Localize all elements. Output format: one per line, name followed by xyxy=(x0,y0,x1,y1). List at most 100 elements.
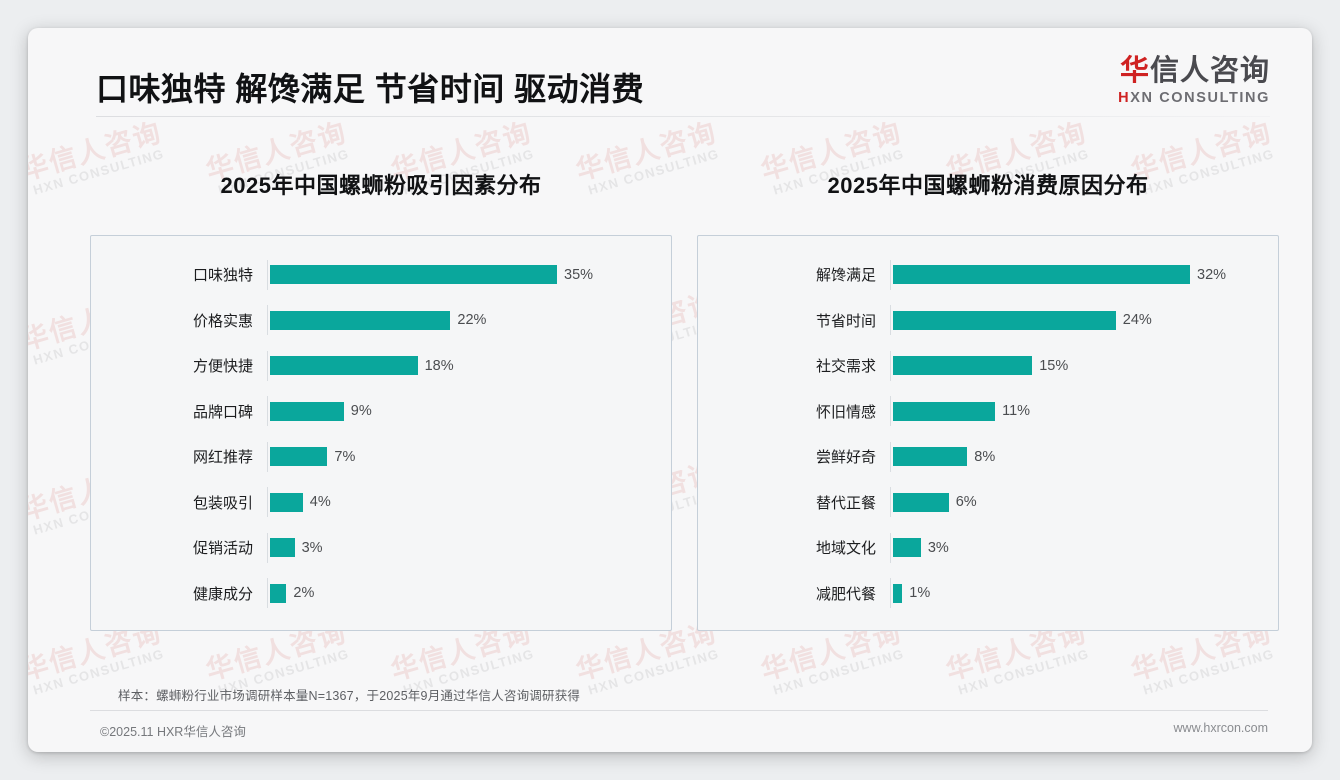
copyright-text: ©2025.11 HXR华信人咨询 xyxy=(100,725,246,739)
bar-category-label: 怀旧情感 xyxy=(815,403,876,421)
bar-segment xyxy=(270,447,328,467)
bar-track: 15% xyxy=(890,350,1278,381)
bar-track: 6% xyxy=(890,487,1278,518)
bar-segment xyxy=(270,492,303,512)
company-logo: 华信人咨询 HXN CONSULTING xyxy=(1118,55,1270,106)
chart-card-left: 口味独特 35% 价格实惠 22% 方便快捷 18% 品牌口碑 9% 网红推荐 7% 包装吸引 4% 促… xyxy=(90,235,672,631)
bar-segment xyxy=(893,265,1190,285)
bar-row: 怀旧情感 11% xyxy=(698,396,1278,427)
bar-value-label: 22% xyxy=(457,312,487,329)
bar-category-label: 口味独特 xyxy=(192,267,253,285)
bar-category-label: 社交需求 xyxy=(815,358,876,376)
slide-canvas: 华信人咨询 HXN CONSULTING 华信人咨询 HXN CONSULTING 华信… xyxy=(28,28,1312,752)
watermark-english: HXN CONSULTING xyxy=(956,646,1092,699)
bar-value-label: 15% xyxy=(1039,357,1069,374)
bar-row: 地域文化 3% xyxy=(698,532,1278,563)
bar-row: 解馋满足 32% xyxy=(698,259,1278,290)
bar-track: 32% xyxy=(890,259,1278,290)
bar-row: 品牌口碑 9% xyxy=(91,396,671,427)
bar-category-label: 节省时间 xyxy=(815,312,876,330)
bar-segment xyxy=(893,310,1116,330)
bar-track: 11% xyxy=(890,396,1278,427)
bar-segment xyxy=(893,401,996,421)
chart-panel-consumption-reasons: 2025年中国螺蛳粉消费原因分布 解馋满足 32% 节省时间 24% 社交需求 15% 怀旧… xyxy=(697,168,1279,631)
bar-category-label: 品牌口碑 xyxy=(192,403,253,421)
bar-row: 方便快捷 18% xyxy=(91,350,671,381)
bar-track: 18% xyxy=(267,350,671,381)
slide-header: 口味独特 解馋满足 节省时间 驱动消费 华信人咨询 HXN CONSULTING xyxy=(28,28,1312,120)
bar-segment xyxy=(893,492,949,512)
bar-category-label: 尝鲜好奇 xyxy=(815,449,876,467)
bar-row: 节省时间 24% xyxy=(698,305,1278,336)
bar-segment xyxy=(270,265,557,285)
source-note: 样本：螺蛳粉行业市场调研样本量N=1367，于2025年9月通过华信人咨询调研获… xyxy=(118,689,581,703)
bar-category-label: 地域文化 xyxy=(815,540,876,558)
bar-row: 价格实惠 22% xyxy=(91,305,671,336)
bar-segment xyxy=(270,310,451,330)
bar-segment xyxy=(893,356,1033,376)
bar-segment xyxy=(270,401,344,421)
website-text[interactable]: www.hxrcon.com xyxy=(1173,721,1268,735)
bar-category-label: 价格实惠 xyxy=(192,312,253,330)
bar-track: 24% xyxy=(890,305,1278,336)
bar-category-label: 健康成分 xyxy=(192,585,253,603)
bar-category-label: 减肥代餐 xyxy=(815,585,876,603)
bar-value-label: 18% xyxy=(424,357,454,374)
watermark-english: HXN CONSULTING xyxy=(771,646,907,699)
bar-value-label: 6% xyxy=(955,494,977,511)
footer-divider xyxy=(90,710,1268,711)
bar-category-label: 网红推荐 xyxy=(192,449,253,467)
watermark-english: HXN CONSULTING xyxy=(586,646,722,699)
bar-row: 替代正餐 6% xyxy=(698,487,1278,518)
bar-category-label: 促销活动 xyxy=(192,540,253,558)
bar-row: 网红推荐 7% xyxy=(91,441,671,472)
bar-value-label: 4% xyxy=(309,494,331,511)
bar-track: 1% xyxy=(890,578,1278,609)
bar-row: 健康成分 2% xyxy=(91,578,671,609)
logo-english-text: HXN CONSULTING xyxy=(1118,90,1270,106)
bar-value-label: 24% xyxy=(1122,312,1152,329)
bar-category-label: 解馋满足 xyxy=(815,267,876,285)
bar-category-label: 替代正餐 xyxy=(815,494,876,512)
bar-track: 4% xyxy=(267,487,671,518)
bar-segment xyxy=(270,356,418,376)
bar-row: 促销活动 3% xyxy=(91,532,671,563)
bar-segment xyxy=(893,447,968,467)
logo-h-letter: H xyxy=(1118,89,1131,106)
bar-value-label: 1% xyxy=(909,585,931,602)
bar-track: 9% xyxy=(267,396,671,427)
bar-track: 8% xyxy=(890,441,1278,472)
bar-value-label: 3% xyxy=(927,539,949,556)
bar-value-label: 8% xyxy=(974,448,996,465)
bar-track: 3% xyxy=(890,532,1278,563)
bar-row: 减肥代餐 1% xyxy=(698,578,1278,609)
bar-row: 包装吸引 4% xyxy=(91,487,671,518)
slide-footer: ©2025.11 HXR华信人咨询 www.hxrcon.com xyxy=(28,712,1312,752)
logo-chinese-text: 华信人咨询 xyxy=(1118,55,1270,88)
bar-row: 社交需求 15% xyxy=(698,350,1278,381)
bar-category-label: 包装吸引 xyxy=(192,494,253,512)
bar-value-label: 11% xyxy=(1002,403,1031,420)
page-title: 口味独特 解馋满足 节省时间 驱动消费 xyxy=(96,71,645,107)
bar-track: 7% xyxy=(267,441,671,472)
bar-value-label: 32% xyxy=(1197,266,1227,283)
bar-segment xyxy=(270,583,287,603)
chart-title-left: 2025年中国螺蛳粉吸引因素分布 xyxy=(220,173,542,198)
bar-value-label: 7% xyxy=(334,448,356,465)
chart-card-right: 解馋满足 32% 节省时间 24% 社交需求 15% 怀旧情感 11% 尝鲜好奇 8% 替代正餐 6%… xyxy=(697,235,1279,631)
bar-track: 3% xyxy=(267,532,671,563)
chart-panel-attraction-factors: 2025年中国螺蛳粉吸引因素分布 口味独特 35% 价格实惠 22% 方便快捷 18% 品牌… xyxy=(90,168,672,631)
bar-plot-right: 解馋满足 32% 节省时间 24% 社交需求 15% 怀旧情感 11% 尝鲜好奇 8% 替代正餐 6%… xyxy=(698,236,1278,630)
header-divider xyxy=(96,116,1270,117)
bar-row: 口味独特 35% xyxy=(91,259,671,290)
bar-row: 尝鲜好奇 8% xyxy=(698,441,1278,472)
bar-plot-left: 口味独特 35% 价格实惠 22% 方便快捷 18% 品牌口碑 9% 网红推荐 7% 包装吸引 4% 促… xyxy=(91,236,671,630)
bar-track: 2% xyxy=(267,578,671,609)
watermark-english: HXN CONSULTING xyxy=(1141,646,1277,699)
bar-category-label: 方便快捷 xyxy=(192,358,253,376)
bar-value-label: 2% xyxy=(293,585,315,602)
bar-segment xyxy=(893,583,903,603)
bar-value-label: 9% xyxy=(350,403,372,420)
bar-value-label: 35% xyxy=(564,266,594,283)
bar-track: 35% xyxy=(267,259,671,290)
